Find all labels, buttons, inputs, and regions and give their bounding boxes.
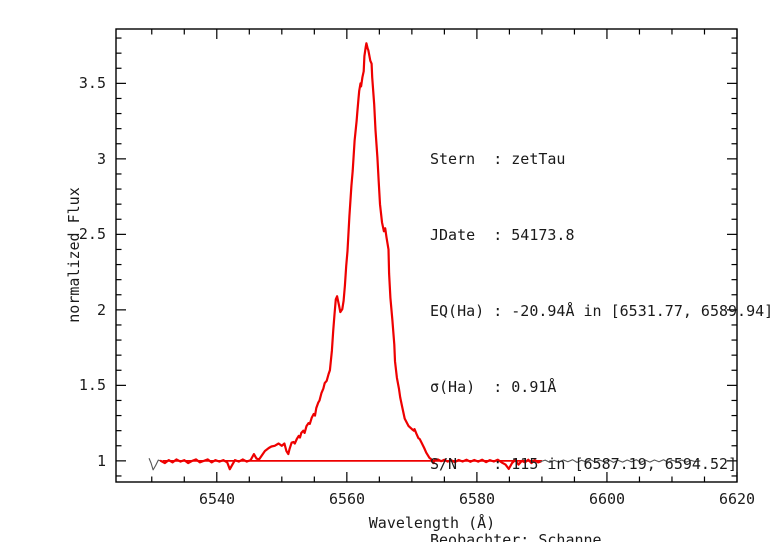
- spectrum-right-black-segment: [540, 459, 701, 463]
- annotation-line-stern: Stern : zetTau: [430, 149, 566, 168]
- annotation-line-beobachter: Beobachter: Schanne: [430, 530, 602, 542]
- annotation-line-eq-ha: EQ(Ha) : -20.94Å in [6531.77, 6589.94]: [430, 302, 774, 321]
- y-tick-label-3.5: 3.5: [79, 74, 106, 92]
- x-tick-label-6600: 6600: [589, 490, 625, 508]
- y-tick-label-1: 1: [97, 452, 106, 470]
- y-tick-label-2.5: 2.5: [79, 225, 106, 243]
- x-tick-label-6540: 6540: [199, 490, 235, 508]
- y-tick-label-1.5: 1.5: [79, 376, 106, 394]
- x-tick-label-6580: 6580: [459, 490, 495, 508]
- y-axis-label: normalized Flux: [65, 187, 83, 323]
- x-tick-label-6560: 6560: [329, 490, 365, 508]
- y-tick-label-3: 3: [97, 150, 106, 168]
- spectrum-left-black-segment: [148, 458, 162, 471]
- annotation-line-sigma-ha: σ(Ha) : 0.91Å: [430, 378, 557, 397]
- annotation-line-sn: S/N : 115 in [6587.19, 6594.52]: [430, 454, 738, 473]
- plot-generated-layer: [115, 28, 738, 483]
- annotation-line-jdate: JDate : 54173.8: [430, 226, 575, 245]
- halpha-emission-red: [159, 42, 542, 471]
- x-axis-label: Wavelength (Å): [369, 513, 495, 532]
- y-tick-label-2: 2: [97, 301, 106, 319]
- annotation-block: Stern : zetTau JDate : 54173.8 EQ(Ha) : …: [430, 96, 773, 542]
- plot-frame: [115, 28, 738, 483]
- x-tick-label-6620: 6620: [719, 490, 755, 508]
